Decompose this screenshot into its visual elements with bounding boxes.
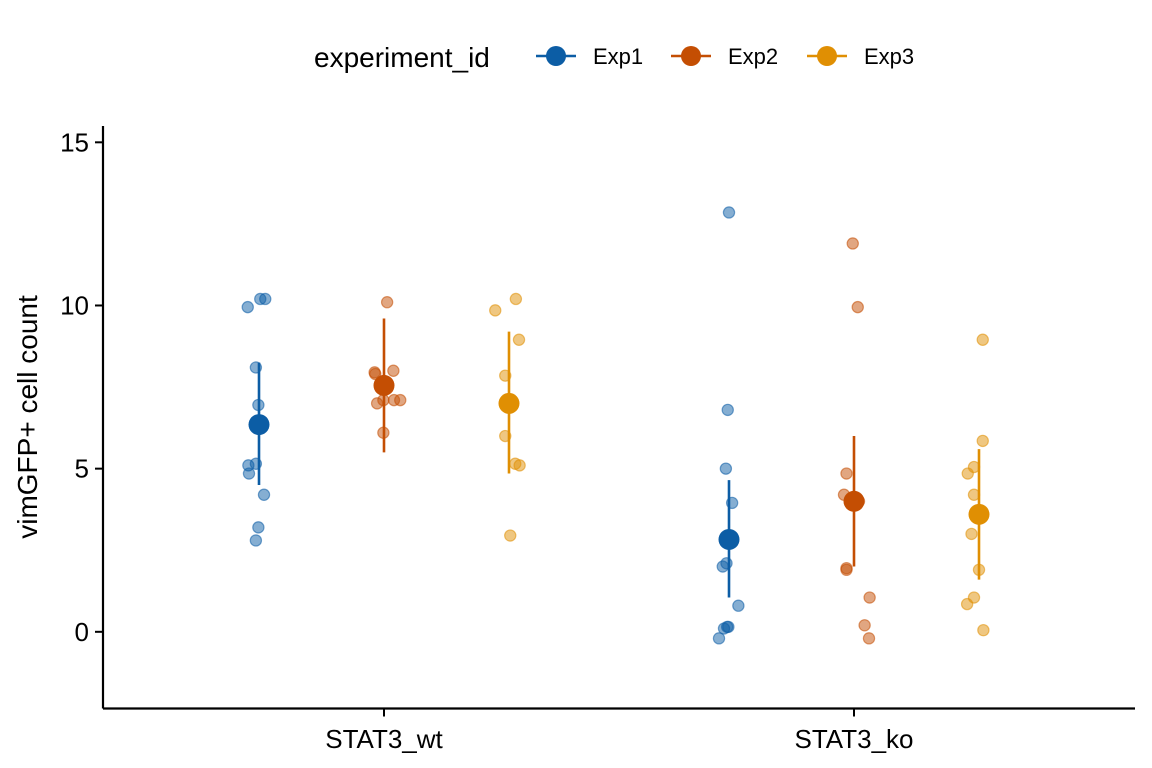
mean-point [968,503,990,525]
data-point [242,467,256,480]
y-axis: 0 5 10 15 vimGFP+ cell count [12,126,105,709]
mean-point [843,490,865,512]
legend-entries: Exp1 Exp2 Exp3 [536,44,914,69]
data-point [976,333,989,346]
data-point [851,300,864,314]
x-tick-label: STAT3_ko [795,724,914,754]
y-ticks: 0 5 10 15 [60,127,103,647]
data-point [513,459,526,472]
data-point [717,622,731,635]
y-tick-label: 10 [60,290,89,320]
x-axis: STAT3_wt STAT3_ko [103,707,1135,754]
mean-point [498,392,520,414]
x-tick-label: STAT3_wt [325,724,443,754]
data-point [961,467,974,480]
legend-key-dot [681,46,701,66]
data-point [252,521,265,534]
data-point [862,632,876,645]
data-point [858,619,871,632]
legend-entry-exp2: Exp2 [671,44,778,69]
data-point [863,591,876,604]
data-point [976,434,989,448]
data-point [370,397,384,410]
data-point [394,393,407,407]
y-tick-label: 15 [60,127,89,157]
legend: experiment_id Exp1 Exp2 Exp3 [314,42,914,73]
summary-layer [248,318,990,598]
y-tick-label: 5 [75,454,89,484]
data-point [840,563,853,577]
data-point [380,296,394,309]
x-ticks: STAT3_wt STAT3_ko [325,708,914,754]
legend-title: experiment_id [314,42,490,73]
data-point [846,237,859,250]
mean-point [718,528,740,550]
mean-point [373,374,395,396]
data-point [712,632,726,645]
legend-label: Exp3 [864,44,914,69]
data-point [960,597,974,611]
plot-area [241,206,990,645]
y-tick-label: 0 [75,617,89,647]
data-point [512,333,526,346]
data-point [241,300,254,314]
legend-key-dot [817,46,837,66]
data-point [840,467,853,480]
data-point [965,527,978,541]
data-point [509,292,523,306]
data-point [721,403,734,417]
data-point [504,529,517,542]
data-point [732,599,745,612]
y-axis-title: vimGFP+ cell count [12,295,43,539]
data-point [719,462,733,475]
data-point [387,364,400,377]
legend-label: Exp2 [728,44,778,69]
data-point [716,560,729,573]
data-point [257,488,271,501]
legend-entry-exp3: Exp3 [807,44,914,69]
data-point [722,206,736,219]
legend-label: Exp1 [593,44,643,69]
legend-entry-exp1: Exp1 [536,44,643,69]
points-layer [241,206,990,645]
mean-point [248,414,270,436]
data-point [977,623,990,637]
data-point [249,534,263,547]
data-point [489,304,502,317]
data-point [259,292,272,306]
legend-key-dot [546,46,566,66]
